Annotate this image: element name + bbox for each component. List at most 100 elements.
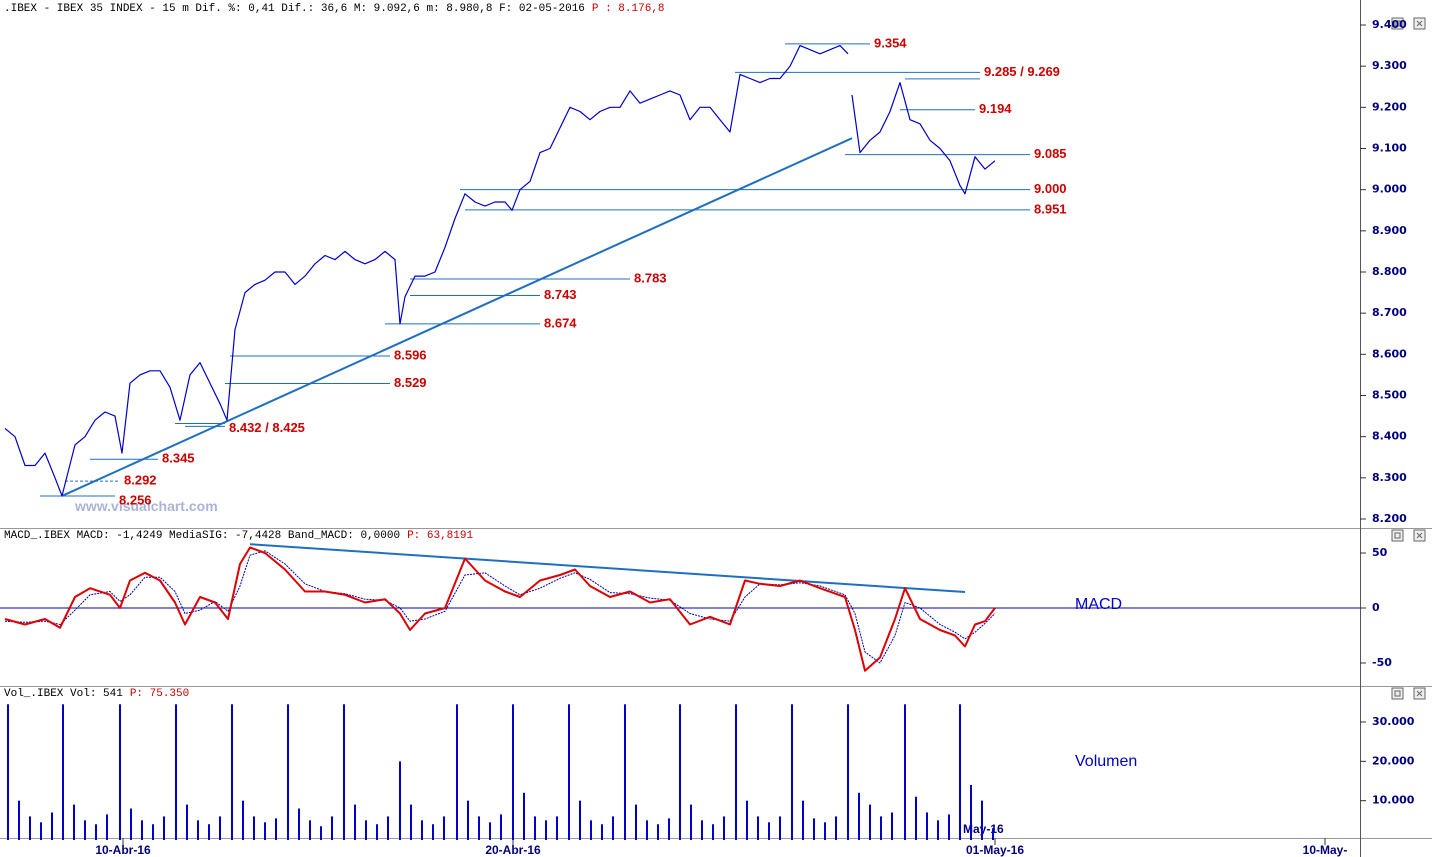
- volume-bar: [275, 818, 277, 840]
- price-header-value: P : 8.176,8: [592, 3, 665, 15]
- volume-bar: [141, 820, 143, 840]
- y-tick-label: 9.100: [1372, 142, 1407, 155]
- trend-line: [249, 543, 966, 594]
- volume-bar: [904, 704, 906, 840]
- volume-bar: [880, 816, 882, 840]
- volume-bar: [478, 816, 480, 840]
- volume-bar: [802, 800, 804, 840]
- volume-bar: [746, 800, 748, 840]
- volume-bar: [791, 704, 793, 840]
- window-buttons[interactable]: [1391, 17, 1426, 700]
- trend-line: [61, 137, 853, 497]
- volume-bar: [668, 818, 670, 840]
- volume-bar: [421, 820, 423, 840]
- volume-bar: [106, 814, 108, 840]
- volume-bar: [264, 822, 266, 840]
- volume-bar: [869, 804, 871, 840]
- macd-panel-label: MACD: [1075, 596, 1122, 613]
- volume-bar: [231, 704, 233, 840]
- volume-bar: [624, 704, 626, 840]
- volume-header-value: P: 75.350: [130, 688, 189, 700]
- x-tick-label: 10-May-: [1303, 843, 1348, 857]
- volume-bar: [959, 704, 961, 840]
- volume-bar: [410, 804, 412, 840]
- level-label: 9.285 / 9.269: [984, 64, 1060, 79]
- volume-bar: [197, 820, 199, 840]
- level-label: 8.783: [634, 270, 667, 285]
- level-label: 8.674: [544, 315, 577, 330]
- level-label: 8.256: [119, 492, 152, 507]
- level-label: 8.345: [162, 451, 195, 466]
- volume-bar: [343, 704, 345, 840]
- volume-bar: [376, 824, 378, 840]
- y-tick-label: 9.000: [1372, 183, 1407, 196]
- volume-bar: [62, 704, 64, 840]
- volume-bar: [735, 704, 737, 840]
- level-label: 8.743: [544, 287, 577, 302]
- volume-bar: [891, 812, 893, 840]
- volume-bar: [948, 814, 950, 840]
- volume-bar: [523, 792, 525, 840]
- y-tick-label: 8.400: [1372, 430, 1407, 443]
- volume-bar: [657, 824, 659, 840]
- overlay-date-label: May-16: [963, 822, 1004, 836]
- volume-bar: [163, 816, 165, 840]
- price-header: .IBEX - IBEX 35 INDEX - 15 m Dif. %: 0,4…: [4, 3, 585, 15]
- y-tick-label: 9.200: [1372, 100, 1407, 113]
- volume-bar: [309, 820, 311, 840]
- y-tick-label: 8.700: [1372, 306, 1407, 319]
- volume-bar: [690, 804, 692, 840]
- y-tick-label: 20.000: [1372, 754, 1415, 767]
- volume-bar: [970, 784, 972, 840]
- watermark: www.visualchart.com: [74, 498, 218, 514]
- volume-bar: [152, 824, 154, 840]
- y-tick-label: 0: [1372, 601, 1380, 614]
- volume-bar: [556, 816, 558, 840]
- volume-bar: [73, 804, 75, 840]
- y-tick-label: -50: [1372, 656, 1392, 669]
- volume-bar: [51, 812, 53, 840]
- volume-bar: [456, 704, 458, 840]
- y-tick-label: 8.800: [1372, 265, 1407, 278]
- y-tick-label: 8.600: [1372, 347, 1407, 360]
- macd-line: [4, 546, 996, 672]
- volume-bar: [387, 816, 389, 840]
- level-label: 9.000: [1034, 181, 1067, 196]
- level-label: 8.951: [1034, 201, 1067, 216]
- volume-bar: [835, 816, 837, 840]
- volume-bar: [679, 704, 681, 840]
- volume-bar: [175, 704, 177, 840]
- volume-bar: [768, 822, 770, 840]
- volume-bar: [992, 828, 994, 840]
- y-tick-label: 8.500: [1372, 389, 1407, 402]
- volume-bar: [813, 818, 815, 840]
- volume-bar: [130, 808, 132, 840]
- y-tick-label: 8.200: [1372, 512, 1407, 525]
- volume-bar: [635, 804, 637, 840]
- price-line: [4, 45, 996, 497]
- volume-bar: [601, 824, 603, 840]
- y-tick-label: 8.900: [1372, 224, 1407, 237]
- volume-bar: [712, 824, 714, 840]
- level-label: 8.529: [394, 375, 427, 390]
- volume-bar: [219, 816, 221, 840]
- volume-bar: [858, 792, 860, 840]
- volume-panel-label: Volumen: [1075, 753, 1137, 770]
- volume-bar: [757, 816, 759, 840]
- volume-bar: [926, 812, 928, 840]
- y-tick-label: 50: [1372, 546, 1388, 559]
- volume-bar: [7, 704, 9, 840]
- volume-bar: [579, 800, 581, 840]
- volume-bar: [534, 816, 536, 840]
- volume-bar: [29, 816, 31, 840]
- volume-bar: [432, 824, 434, 840]
- volume-bar: [612, 816, 614, 840]
- volume-bar: [723, 816, 725, 840]
- macd-header-value: P: 63,8191: [407, 530, 473, 542]
- volume-bar: [981, 800, 983, 840]
- volume-bar: [208, 824, 210, 840]
- volume-bar: [119, 704, 121, 840]
- y-tick-label: 30.000: [1372, 715, 1415, 728]
